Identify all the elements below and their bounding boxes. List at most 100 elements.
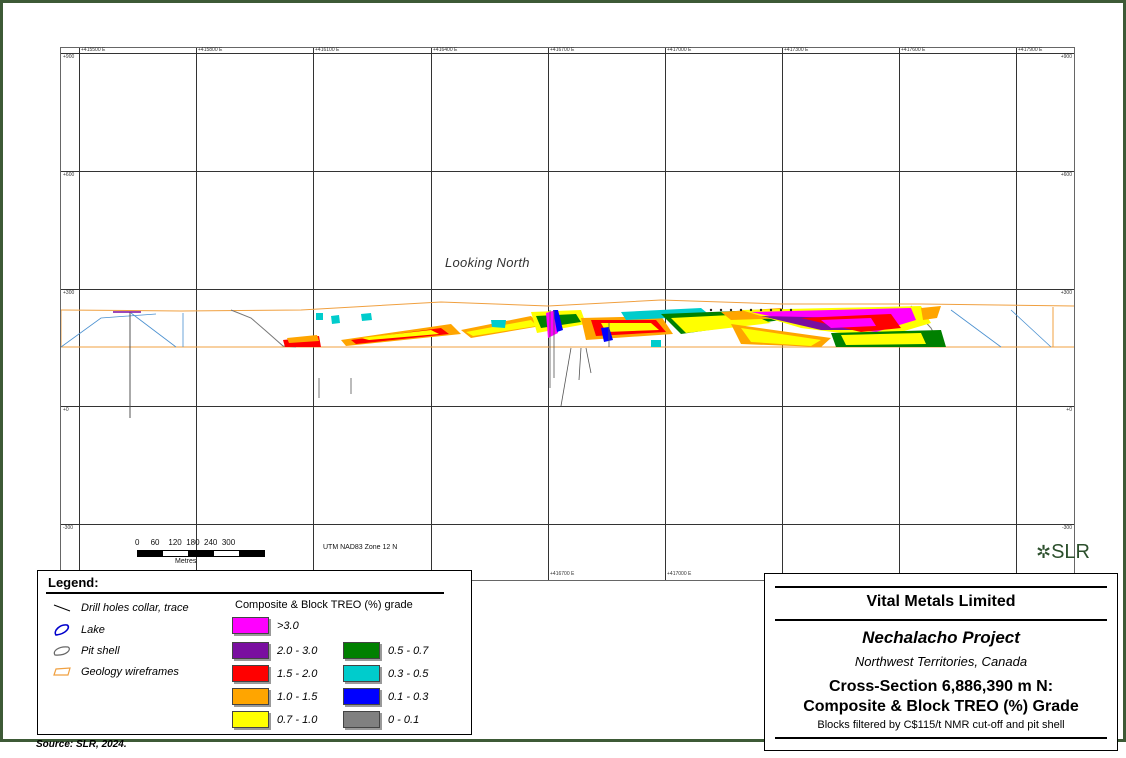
elevation-label: +900 xyxy=(63,54,75,60)
scale-tick: 180 xyxy=(186,538,200,547)
legend: Legend: Drill holes collar, trace Lake P… xyxy=(37,570,472,735)
elevation-label: +0 xyxy=(1066,407,1072,413)
drill-hole-line-icon xyxy=(53,604,71,612)
grade-label: 0.7 - 1.0 xyxy=(277,713,318,726)
geology-section xyxy=(61,299,1074,418)
legend-item-label: Pit shell xyxy=(81,645,120,657)
pit-shell-outline-icon xyxy=(53,646,70,656)
easting-label: +417000 E xyxy=(667,571,692,577)
grade-swatch-item: 0.7 - 1.0 xyxy=(232,711,317,728)
elevation-label: +600 xyxy=(63,172,75,178)
section-title: Cross-Section 6,886,390 m N: xyxy=(828,678,1054,695)
grade-legend-title: Composite & Block TREO (%) grade xyxy=(235,599,413,611)
scale-ticks: 0 60 120 180 240 300 xyxy=(135,538,235,547)
legend-item-pit-shell: Pit shell xyxy=(52,644,120,658)
projection-label: UTM NAD83 Zone 12 N xyxy=(323,544,398,551)
geology-wireframe-outline-icon xyxy=(53,667,71,676)
easting-label: +417600 E xyxy=(901,47,926,53)
grid-line xyxy=(79,48,80,580)
grid-line xyxy=(61,289,1074,290)
project-location: Northwest Territories, Canada xyxy=(854,654,1028,669)
grid-line xyxy=(1016,48,1017,580)
slr-logo: ✲SLR xyxy=(1036,541,1090,564)
grade-swatch-item: 0.3 - 0.5 xyxy=(343,665,428,682)
grid-line xyxy=(431,48,432,580)
cross-section-grid: +415500 E +415800 E +416100 E +416400 E … xyxy=(60,47,1075,581)
grade-swatch xyxy=(232,665,269,682)
easting-label: +417300 E xyxy=(784,47,809,53)
elevation-label: +300 xyxy=(1060,290,1072,296)
section-note: Blocks filtered by C$115/t NMR cut-off a… xyxy=(817,719,1065,731)
elevation-label: +300 xyxy=(63,290,75,296)
grade-swatch xyxy=(232,617,269,634)
elevation-label: +900 xyxy=(1060,54,1072,60)
figure-frame xyxy=(0,0,1126,742)
source-note: Source: SLR, 2024. xyxy=(36,739,127,750)
title-block: Vital Metals Limited Nechalacho Project … xyxy=(764,573,1118,751)
scale-tick: 60 xyxy=(150,538,160,547)
legend-item-drill-holes: Drill holes collar, trace xyxy=(52,602,189,614)
grade-label: 0.1 - 0.3 xyxy=(388,690,429,703)
logo-text: SLR xyxy=(1051,541,1090,563)
grade-label: 1.0 - 1.5 xyxy=(277,690,318,703)
easting-label: +416700 E xyxy=(550,571,575,577)
scale-tick: 300 xyxy=(221,538,236,547)
grid-line xyxy=(61,524,1074,525)
grade-swatch xyxy=(343,688,380,705)
scale-tick: 0 xyxy=(135,538,140,547)
grade-swatch-item: 1.5 - 2.0 xyxy=(232,665,317,682)
scale-tick: 240 xyxy=(204,538,218,547)
project-name: Nechalacho Project xyxy=(862,628,1020,647)
legend-item-lake: Lake xyxy=(52,623,105,637)
grid-line xyxy=(61,53,1074,54)
elevation-label: +0 xyxy=(63,407,69,413)
grade-swatch-item: >3.0 xyxy=(232,617,299,634)
scale-tick: 120 xyxy=(168,538,182,547)
title-divider xyxy=(775,737,1107,739)
elevation-label: +600 xyxy=(1060,172,1072,178)
grade-swatch-item: 0.5 - 0.7 xyxy=(343,642,428,659)
easting-label: +415800 E xyxy=(198,47,223,53)
scale-unit: Metres xyxy=(175,558,197,565)
company-name: Vital Metals Limited xyxy=(866,593,1016,610)
grade-label: >3.0 xyxy=(277,619,299,632)
legend-item-label: Drill holes collar, trace xyxy=(81,602,189,614)
view-direction-label: Looking North xyxy=(445,255,530,270)
elevation-label: -300 xyxy=(63,525,74,531)
scale-bar-segments xyxy=(137,550,265,557)
grade-swatch xyxy=(232,711,269,728)
easting-label: +417000 E xyxy=(667,47,692,53)
grade-swatch-item: 0 - 0.1 xyxy=(343,711,419,728)
grade-swatch xyxy=(343,711,380,728)
grade-swatch xyxy=(232,688,269,705)
elevation-label: -300 xyxy=(1061,525,1072,531)
lake-outline-icon xyxy=(54,624,70,636)
grade-label: 0.3 - 0.5 xyxy=(388,667,429,680)
grid-line xyxy=(196,48,197,580)
grade-label: 1.5 - 2.0 xyxy=(277,667,318,680)
legend-divider xyxy=(46,592,444,594)
grade-swatch xyxy=(343,665,380,682)
grade-swatch xyxy=(232,642,269,659)
easting-label: +417900 E xyxy=(1018,47,1043,53)
grade-swatch-item: 0.1 - 0.3 xyxy=(343,688,428,705)
section-subtitle: Composite & Block TREO (%) Grade xyxy=(803,698,1079,715)
easting-label: +415500 E xyxy=(81,47,106,53)
grade-swatch-item: 2.0 - 3.0 xyxy=(232,642,317,659)
slr-logo-icon: ✲ xyxy=(1036,542,1052,562)
easting-label: +416100 E xyxy=(315,47,340,53)
grid-line xyxy=(61,171,1074,172)
grade-swatch xyxy=(343,642,380,659)
grid-line xyxy=(313,48,314,580)
easting-label: +416400 E xyxy=(433,47,458,53)
legend-item-geology-wireframes: Geology wireframes xyxy=(52,665,179,679)
legend-item-label: Lake xyxy=(81,624,105,636)
title-divider xyxy=(775,586,1107,588)
grade-swatch-item: 1.0 - 1.5 xyxy=(232,688,317,705)
legend-title: Legend: xyxy=(48,575,99,590)
title-divider xyxy=(775,619,1107,621)
grade-label: 0 - 0.1 xyxy=(388,713,420,726)
grade-label: 0.5 - 0.7 xyxy=(388,644,429,657)
grid-line xyxy=(61,406,1074,407)
grade-label: 2.0 - 3.0 xyxy=(277,644,318,657)
